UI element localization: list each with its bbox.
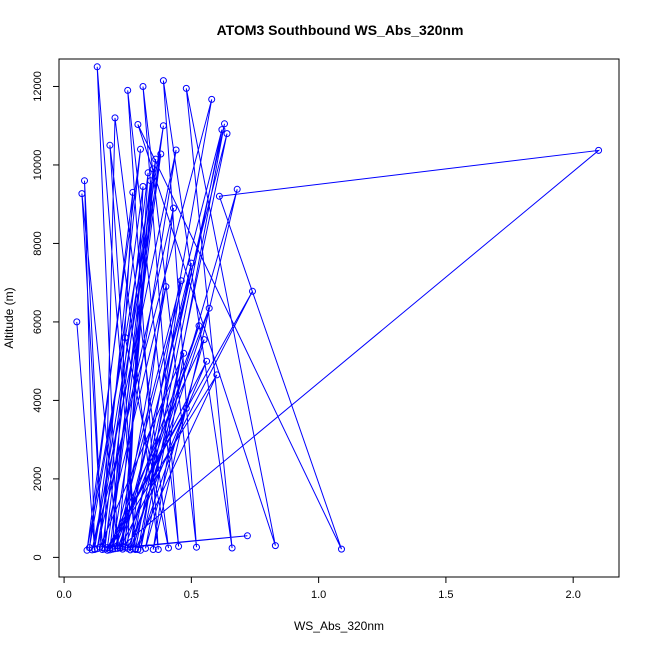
data-point bbox=[134, 546, 142, 553]
y-tick-label: 2000 bbox=[32, 467, 44, 491]
y-axis: 0 2000 4000 6000 8000 10000 12000 bbox=[32, 71, 60, 560]
data-point bbox=[228, 544, 236, 552]
data-point bbox=[162, 283, 170, 291]
data-point bbox=[249, 287, 256, 295]
y-tick-label: 0 bbox=[32, 554, 44, 560]
data-point bbox=[86, 544, 93, 552]
data-point bbox=[129, 188, 137, 196]
data-point bbox=[187, 259, 195, 267]
data-point bbox=[159, 122, 167, 130]
data-point bbox=[338, 545, 345, 553]
data-point bbox=[182, 84, 190, 92]
data-point bbox=[180, 349, 188, 357]
data-point bbox=[121, 334, 129, 342]
data-point bbox=[195, 322, 203, 330]
data-point bbox=[149, 165, 157, 173]
x-axis: 0.0 0.5 1.0 1.5 2.0 bbox=[56, 576, 581, 601]
data-point bbox=[208, 95, 216, 103]
data-point bbox=[147, 177, 155, 185]
x-tick-label: 1.0 bbox=[311, 589, 326, 601]
data-point bbox=[223, 130, 231, 138]
data-point bbox=[139, 183, 147, 190]
data-point bbox=[81, 177, 88, 185]
data-point bbox=[182, 404, 190, 412]
data-point bbox=[205, 304, 213, 312]
data-point bbox=[157, 150, 165, 158]
data-point bbox=[595, 146, 603, 154]
x-tick-label: 1.5 bbox=[438, 589, 453, 601]
data-point bbox=[175, 542, 183, 550]
data-point bbox=[149, 546, 157, 553]
data-point bbox=[233, 185, 241, 193]
x-tick-label: 2.0 bbox=[566, 589, 581, 601]
data-point bbox=[221, 120, 228, 128]
data-point bbox=[78, 190, 86, 198]
series-line bbox=[76, 66, 601, 551]
data-point bbox=[106, 546, 114, 554]
data-point bbox=[271, 542, 279, 550]
data-point bbox=[73, 318, 81, 326]
y-tick-label: 6000 bbox=[32, 310, 44, 334]
data-point bbox=[124, 86, 132, 94]
data-point bbox=[144, 169, 152, 177]
x-tick-label: 0.0 bbox=[56, 589, 71, 601]
y-axis-label: Altitude (m) bbox=[2, 287, 16, 348]
y-tick-label: 10000 bbox=[32, 150, 44, 181]
x-tick-label: 0.5 bbox=[184, 589, 199, 601]
data-point bbox=[165, 544, 172, 552]
series-points bbox=[73, 63, 603, 554]
data-point bbox=[111, 114, 119, 122]
data-point bbox=[215, 192, 223, 200]
data-point bbox=[218, 126, 226, 134]
data-point bbox=[170, 204, 177, 212]
data-point bbox=[119, 545, 127, 553]
data-point bbox=[134, 121, 142, 128]
data-point bbox=[243, 532, 251, 540]
data-point bbox=[172, 146, 180, 154]
data-point bbox=[93, 545, 101, 553]
data-point bbox=[106, 141, 114, 149]
data-point bbox=[111, 545, 119, 553]
data-point bbox=[93, 63, 101, 71]
data-point bbox=[131, 546, 139, 553]
data-point bbox=[177, 277, 185, 285]
series-lines bbox=[76, 66, 601, 551]
data-point bbox=[193, 543, 200, 551]
y-tick-label: 8000 bbox=[32, 231, 44, 255]
data-point bbox=[154, 546, 162, 553]
y-tick-label: 4000 bbox=[32, 388, 44, 412]
data-point bbox=[213, 371, 221, 379]
data-point bbox=[91, 545, 99, 553]
data-point bbox=[124, 544, 132, 552]
x-axis-label: WS_Abs_320nm bbox=[294, 619, 384, 633]
chart-title: ATOM3 Southbound WS_Abs_320nm bbox=[217, 22, 464, 38]
data-point bbox=[200, 336, 208, 344]
data-point bbox=[203, 357, 211, 365]
data-point bbox=[152, 155, 160, 163]
data-point bbox=[159, 77, 167, 85]
data-point bbox=[114, 544, 121, 552]
y-tick-label: 12000 bbox=[32, 71, 44, 102]
data-point bbox=[137, 145, 144, 153]
data-point bbox=[139, 83, 147, 90]
